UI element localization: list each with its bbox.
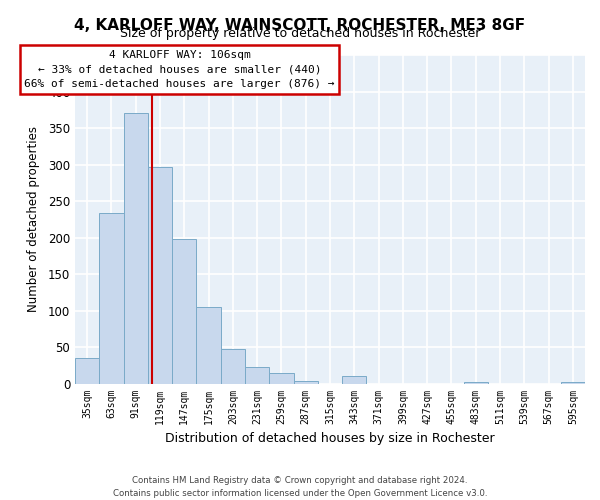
Text: Size of property relative to detached houses in Rochester: Size of property relative to detached ho… [120, 28, 480, 40]
Text: 4, KARLOFF WAY, WAINSCOTT, ROCHESTER, ME3 8GF: 4, KARLOFF WAY, WAINSCOTT, ROCHESTER, ME… [74, 18, 526, 32]
Bar [245, 367, 269, 384]
Bar [148, 166, 172, 384]
Bar [464, 382, 488, 384]
Text: Contains HM Land Registry data © Crown copyright and database right 2024.
Contai: Contains HM Land Registry data © Crown c… [113, 476, 487, 498]
Bar [124, 114, 148, 384]
Bar [221, 349, 245, 384]
Bar [342, 376, 367, 384]
Bar [100, 214, 124, 384]
Bar [75, 358, 100, 384]
Bar [561, 382, 585, 384]
Bar [172, 239, 196, 384]
Text: 4 KARLOFF WAY: 106sqm
← 33% of detached houses are smaller (440)
66% of semi-det: 4 KARLOFF WAY: 106sqm ← 33% of detached … [24, 50, 335, 90]
Y-axis label: Number of detached properties: Number of detached properties [26, 126, 40, 312]
Bar [269, 372, 293, 384]
X-axis label: Distribution of detached houses by size in Rochester: Distribution of detached houses by size … [165, 432, 495, 445]
Bar [293, 382, 318, 384]
Bar [196, 307, 221, 384]
